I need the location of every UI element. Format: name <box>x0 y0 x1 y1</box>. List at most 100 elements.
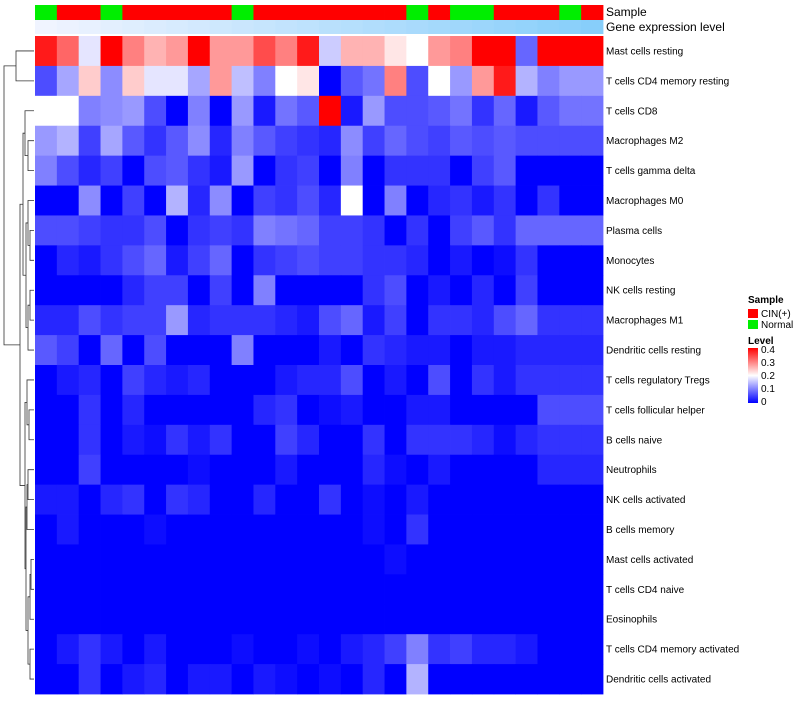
heatmap-cell <box>450 245 473 276</box>
heatmap-cell <box>78 95 101 127</box>
heatmap-cell <box>122 484 145 515</box>
heatmap-cell <box>319 36 342 67</box>
expression-annotation-cell <box>35 20 58 34</box>
heatmap-cell <box>537 215 560 246</box>
heatmap-cell <box>209 245 233 276</box>
heatmap-cell <box>559 125 582 157</box>
heatmap-cell <box>493 245 517 276</box>
heatmap-cell <box>56 185 80 216</box>
heatmap-cell <box>209 125 233 157</box>
row-label: Plasma cells <box>606 226 662 237</box>
heatmap-cell <box>297 454 320 486</box>
heatmap-cell <box>187 155 211 186</box>
heatmap-cell <box>166 424 189 456</box>
heatmap-cell <box>231 604 254 635</box>
heatmap-cell <box>253 454 276 486</box>
heatmap-cell <box>275 335 298 366</box>
heatmap-cell <box>319 424 342 456</box>
heatmap-cell <box>493 155 517 186</box>
heatmap-cell <box>253 245 276 276</box>
heatmap-cell <box>537 305 560 336</box>
heatmap-cell <box>581 215 604 246</box>
heatmap-cell <box>297 215 320 246</box>
heatmap-cell <box>450 215 473 246</box>
heatmap-cell <box>275 394 298 426</box>
heatmap-cell <box>122 634 145 665</box>
heatmap-cell <box>78 215 101 246</box>
heatmap-cell <box>559 424 582 456</box>
heatmap-cell <box>428 185 451 216</box>
heatmap-cell <box>515 275 538 306</box>
sample-annotation-cell <box>406 5 429 20</box>
heatmap-cell <box>209 574 233 605</box>
heatmap-cell <box>253 394 276 426</box>
heatmap-cell <box>493 185 517 216</box>
legend-tick-1: 0.3 <box>761 358 775 369</box>
heatmap-cell <box>362 215 385 246</box>
heatmap-cell <box>515 484 538 515</box>
heatmap-cell <box>275 36 298 67</box>
heatmap-cell <box>122 394 145 426</box>
heatmap-cell <box>209 275 233 306</box>
heatmap-cell <box>297 155 320 186</box>
heatmap-cell <box>515 424 538 456</box>
heatmap-cell <box>537 634 560 665</box>
heatmap-cell <box>537 664 560 695</box>
heatmap-cell <box>428 305 451 336</box>
heatmap-cell <box>144 185 167 216</box>
heatmap-cell <box>187 604 211 635</box>
heatmap-cell <box>384 185 407 216</box>
heatmap-cell <box>56 125 80 157</box>
heatmap-cell <box>493 634 517 665</box>
heatmap-cell <box>56 604 80 635</box>
expression-annotation-cell <box>428 20 451 34</box>
heatmap-cell <box>384 394 407 426</box>
heatmap-cell <box>78 454 101 486</box>
sample-annotation-cell <box>144 5 167 20</box>
heatmap-cell <box>471 454 495 486</box>
dendrogram-branch <box>24 110 34 157</box>
dendrogram-branch <box>30 559 34 590</box>
heatmap-cell <box>406 394 429 426</box>
heatmap-cell <box>122 604 145 635</box>
heatmap-cell <box>406 275 429 306</box>
heatmap-cell <box>428 36 451 67</box>
heatmap-cell <box>187 454 211 486</box>
heatmap-cell <box>209 664 233 695</box>
heatmap-cell <box>275 424 298 456</box>
heatmap-cell <box>275 634 298 665</box>
heatmap-cell <box>100 365 123 396</box>
heatmap-cell <box>340 36 364 67</box>
legend-sample-title: Sample <box>748 295 784 306</box>
heatmap-cell <box>297 574 320 605</box>
heatmap-cell <box>253 95 276 127</box>
heatmap-cell <box>450 125 473 157</box>
sample-annotation-cell <box>537 5 560 20</box>
expression-annotation-cell <box>581 20 604 34</box>
heatmap-cell <box>450 305 473 336</box>
heatmap-cell <box>406 155 429 186</box>
expression-annotation-cell <box>319 20 342 34</box>
heatmap-cell <box>78 65 101 97</box>
heatmap-cell <box>450 185 473 216</box>
heatmap-cell <box>275 245 298 276</box>
heatmap-cell <box>231 634 254 665</box>
heatmap-cell <box>144 574 167 605</box>
heatmap-cell <box>56 514 80 545</box>
heatmap-cell <box>362 335 385 366</box>
heatmap-cell <box>384 305 407 336</box>
heatmap-cell <box>231 215 254 246</box>
heatmap-cell <box>428 65 451 97</box>
expression-annotation-cell <box>559 20 582 34</box>
heatmap-cell <box>559 604 582 635</box>
heatmap-cell <box>78 634 101 665</box>
heatmap-cell <box>406 604 429 635</box>
heatmap-cell <box>209 185 233 216</box>
sample-annotation-cell <box>166 5 189 20</box>
heatmap-cell <box>187 514 211 545</box>
heatmap-cell <box>406 335 429 366</box>
heatmap-cell <box>581 185 604 216</box>
expression-annotation-cell <box>471 20 495 34</box>
heatmap-cell <box>231 514 254 545</box>
